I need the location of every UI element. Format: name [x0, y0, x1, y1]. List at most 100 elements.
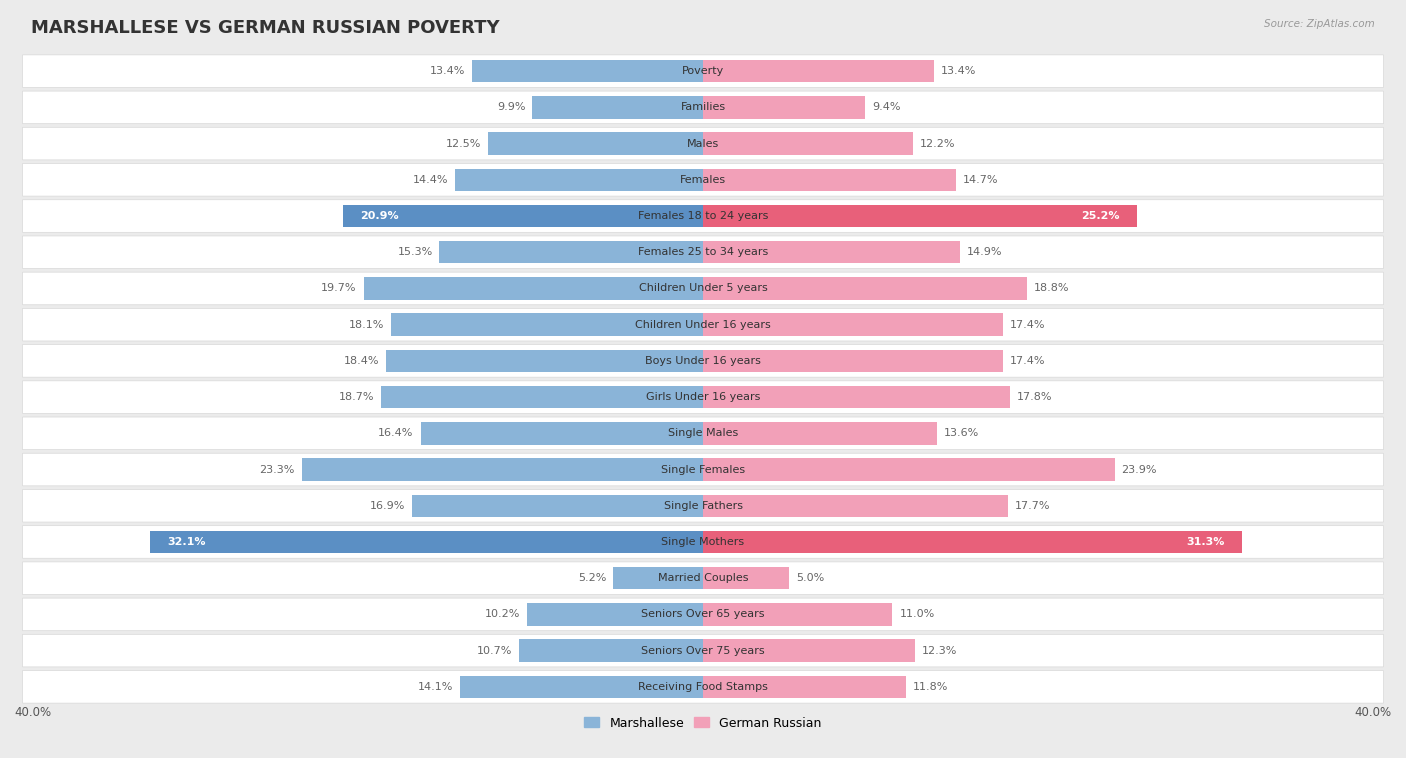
- Text: 12.3%: 12.3%: [922, 646, 957, 656]
- Bar: [440, 241, 703, 264]
- Text: 14.1%: 14.1%: [418, 682, 453, 692]
- Bar: [150, 531, 703, 553]
- Bar: [703, 96, 865, 118]
- Text: 5.0%: 5.0%: [796, 573, 824, 583]
- Text: 18.7%: 18.7%: [339, 392, 374, 402]
- Text: Single Males: Single Males: [668, 428, 738, 438]
- Text: Source: ZipAtlas.com: Source: ZipAtlas.com: [1264, 19, 1375, 29]
- FancyBboxPatch shape: [22, 164, 1384, 196]
- Bar: [456, 168, 703, 191]
- Text: 14.4%: 14.4%: [412, 175, 449, 185]
- FancyBboxPatch shape: [22, 490, 1384, 522]
- Text: Girls Under 16 years: Girls Under 16 years: [645, 392, 761, 402]
- Text: 13.6%: 13.6%: [945, 428, 980, 438]
- Text: 17.7%: 17.7%: [1015, 501, 1050, 511]
- Text: Single Fathers: Single Fathers: [664, 501, 742, 511]
- Bar: [488, 133, 703, 155]
- Text: Males: Males: [688, 139, 718, 149]
- Text: 15.3%: 15.3%: [398, 247, 433, 257]
- Bar: [527, 603, 703, 625]
- Text: 16.4%: 16.4%: [378, 428, 413, 438]
- Bar: [703, 675, 907, 698]
- Bar: [387, 349, 703, 372]
- Text: Married Couples: Married Couples: [658, 573, 748, 583]
- FancyBboxPatch shape: [22, 345, 1384, 377]
- Text: Poverty: Poverty: [682, 66, 724, 76]
- Bar: [703, 133, 912, 155]
- FancyBboxPatch shape: [22, 562, 1384, 594]
- Bar: [703, 205, 1137, 227]
- Text: Families: Families: [681, 102, 725, 112]
- Text: 13.4%: 13.4%: [941, 66, 976, 76]
- FancyBboxPatch shape: [22, 272, 1384, 305]
- Text: Children Under 16 years: Children Under 16 years: [636, 320, 770, 330]
- Text: 9.4%: 9.4%: [872, 102, 900, 112]
- Text: 17.4%: 17.4%: [1010, 356, 1045, 366]
- Text: 19.7%: 19.7%: [322, 283, 357, 293]
- Bar: [381, 386, 703, 409]
- Text: 23.3%: 23.3%: [260, 465, 295, 475]
- Bar: [613, 567, 703, 590]
- Text: 18.8%: 18.8%: [1033, 283, 1069, 293]
- Bar: [420, 422, 703, 444]
- Text: 18.4%: 18.4%: [343, 356, 380, 366]
- Bar: [703, 531, 1241, 553]
- Bar: [703, 277, 1026, 299]
- FancyBboxPatch shape: [22, 236, 1384, 268]
- Text: 17.4%: 17.4%: [1010, 320, 1045, 330]
- Bar: [703, 422, 938, 444]
- Text: 25.2%: 25.2%: [1081, 211, 1119, 221]
- FancyBboxPatch shape: [22, 55, 1384, 87]
- Bar: [302, 459, 703, 481]
- FancyBboxPatch shape: [22, 127, 1384, 160]
- Text: 17.8%: 17.8%: [1017, 392, 1052, 402]
- Text: 31.3%: 31.3%: [1187, 537, 1225, 547]
- Bar: [412, 494, 703, 517]
- FancyBboxPatch shape: [22, 309, 1384, 341]
- Bar: [703, 60, 934, 83]
- Text: Boys Under 16 years: Boys Under 16 years: [645, 356, 761, 366]
- Bar: [703, 640, 915, 662]
- Bar: [519, 640, 703, 662]
- FancyBboxPatch shape: [22, 598, 1384, 631]
- Bar: [703, 241, 960, 264]
- Text: Females 18 to 24 years: Females 18 to 24 years: [638, 211, 768, 221]
- FancyBboxPatch shape: [22, 199, 1384, 232]
- FancyBboxPatch shape: [22, 381, 1384, 413]
- Bar: [391, 314, 703, 336]
- FancyBboxPatch shape: [22, 671, 1384, 703]
- Text: 40.0%: 40.0%: [14, 706, 51, 719]
- Text: 20.9%: 20.9%: [360, 211, 399, 221]
- Text: 16.9%: 16.9%: [370, 501, 405, 511]
- FancyBboxPatch shape: [22, 91, 1384, 124]
- Bar: [460, 675, 703, 698]
- Bar: [533, 96, 703, 118]
- Legend: Marshallese, German Russian: Marshallese, German Russian: [579, 712, 827, 735]
- Text: Children Under 5 years: Children Under 5 years: [638, 283, 768, 293]
- FancyBboxPatch shape: [22, 453, 1384, 486]
- Text: Receiving Food Stamps: Receiving Food Stamps: [638, 682, 768, 692]
- Text: 23.9%: 23.9%: [1122, 465, 1157, 475]
- Text: 14.7%: 14.7%: [963, 175, 998, 185]
- Bar: [703, 567, 789, 590]
- Text: MARSHALLESE VS GERMAN RUSSIAN POVERTY: MARSHALLESE VS GERMAN RUSSIAN POVERTY: [31, 19, 499, 37]
- Text: 40.0%: 40.0%: [1355, 706, 1392, 719]
- Bar: [703, 168, 956, 191]
- Text: Females: Females: [681, 175, 725, 185]
- Bar: [703, 603, 893, 625]
- Text: 10.2%: 10.2%: [485, 609, 520, 619]
- Text: Seniors Over 75 years: Seniors Over 75 years: [641, 646, 765, 656]
- Text: 32.1%: 32.1%: [167, 537, 205, 547]
- Text: Females 25 to 34 years: Females 25 to 34 years: [638, 247, 768, 257]
- Text: Single Mothers: Single Mothers: [661, 537, 745, 547]
- Text: 9.9%: 9.9%: [498, 102, 526, 112]
- Bar: [343, 205, 703, 227]
- Text: Single Females: Single Females: [661, 465, 745, 475]
- Text: 11.8%: 11.8%: [912, 682, 949, 692]
- Bar: [703, 314, 1002, 336]
- Bar: [472, 60, 703, 83]
- Text: 12.5%: 12.5%: [446, 139, 481, 149]
- Text: 14.9%: 14.9%: [966, 247, 1002, 257]
- FancyBboxPatch shape: [22, 526, 1384, 558]
- Text: 5.2%: 5.2%: [578, 573, 606, 583]
